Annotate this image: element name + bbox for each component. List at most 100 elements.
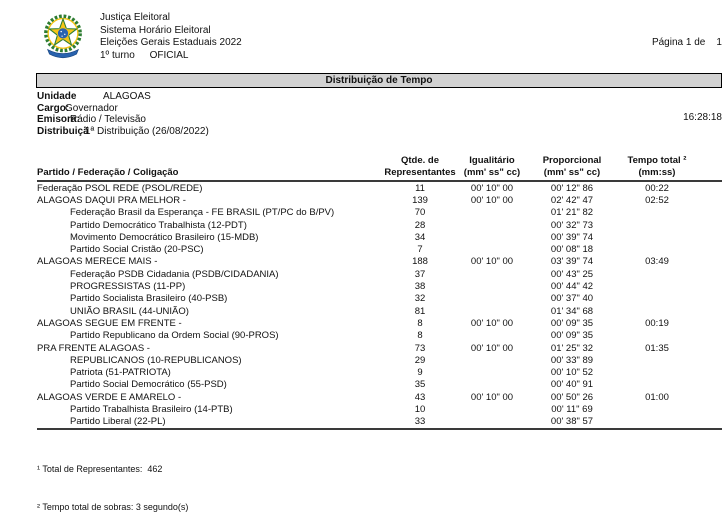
col-header-proporcional: Proporcional (mm' ss" cc): [522, 155, 622, 178]
footnote-total-representantes: ¹ Total de Representantes: 462: [37, 464, 163, 474]
qtde-cell: 32: [414, 293, 426, 305]
emissora-label: Emisora:: [37, 114, 80, 126]
footnote-tempo-sobras: ² Tempo total de sobras: 3 segundo(s): [37, 501, 189, 512]
proporcional-cell: 00' 09" 35: [550, 330, 594, 342]
col-header-igualitario: Igualitário (mm' ss" cc): [462, 155, 522, 178]
proporcional-cell: 00' 38" 57: [550, 416, 594, 428]
party-name-cell: REPUBLICANOS (10-REPUBLICANOS): [70, 354, 242, 366]
party-name-cell: Movimento Democrático Brasileiro (15-MDB…: [70, 231, 259, 243]
party-name-cell: Federação PSDB Cidadania (PSDB/CIDADANIA…: [70, 268, 279, 280]
igualitario-cell: 00' 10" 00: [470, 317, 514, 329]
qtde-cell: 139: [412, 194, 428, 206]
igualitario-cell: 00' 10" 00: [470, 194, 514, 206]
col-header-proporcional-line1: Proporcional: [542, 155, 602, 166]
party-name-cell: Federação Brasil da Esperança - FE BRASI…: [70, 207, 335, 219]
info-row-emissora: Emisora: Rádio / Televisão: [37, 114, 209, 126]
table-row: ALAGOAS SEGUE EM FRENTE - 8 00' 10" 00 0…: [37, 317, 722, 329]
igualitario-cell: 00' 10" 00: [470, 182, 514, 194]
party-name-cell: Patriota (51-PATRIOTA): [70, 367, 171, 379]
party-name-cell: ALAGOAS SEGUE EM FRENTE -: [37, 317, 182, 329]
party-name-cell: UNIÃO BRASIL (44-UNIÃO): [70, 305, 189, 317]
col-header-qtde-line2: Representantes: [384, 166, 456, 178]
table-row: Federação Brasil da Esperança - FE BRASI…: [37, 207, 722, 219]
proporcional-cell: 00' 37" 40: [550, 293, 594, 305]
report-page: { "header": { "org_lines": ["Justiça Ele…: [36, 10, 722, 512]
emissora-value: Rádio / Televisão: [70, 114, 146, 126]
time-distribution-table: Partido / Federação / Coligação Qtde. de…: [37, 146, 722, 430]
qtde-cell: 9: [417, 367, 423, 379]
qtde-cell: 43: [414, 391, 426, 403]
col-header-qtde-line1: Qtde. de: [400, 155, 439, 166]
qtde-cell: 8: [417, 330, 423, 342]
tempo-total-cell: 01:00: [645, 391, 669, 403]
proporcional-cell: 00' 32" 73: [550, 219, 594, 231]
party-name-cell: Partido Republicano da Ordem Social (90-…: [70, 330, 279, 342]
report-title-bar: Distribuição de Tempo: [36, 73, 722, 88]
qtde-cell: 29: [414, 354, 426, 366]
qtde-cell: 73: [414, 342, 426, 354]
table-row: REPUBLICANOS (10-REPUBLICANOS) 29 00' 33…: [37, 354, 722, 366]
proporcional-cell: 00' 40" 91: [550, 379, 594, 391]
party-name-cell: ALAGOAS VERDE E AMARELO -: [37, 391, 182, 403]
igualitario-cell: 00' 10" 00: [470, 391, 514, 403]
col-header-igualitario-line2: (mm' ss" cc): [463, 166, 521, 178]
party-name-cell: Federação PSOL REDE (PSOL/REDE): [37, 182, 203, 194]
col-header-partido: Partido / Federação / Coligação: [37, 167, 179, 178]
table-row: PROGRESSISTAS (11-PP) 38 00' 44" 42: [37, 280, 722, 292]
table-row: Partido Social Cristão (20-PSC) 7 00' 08…: [37, 243, 722, 255]
proporcional-cell: 00' 12" 86: [550, 182, 594, 194]
info-row-cargo: Cargo: Governador: [37, 103, 209, 115]
igualitario-cell: 00' 10" 00: [470, 256, 514, 268]
footnotes-block: ¹ Total de Representantes: 462 ² Tempo t…: [37, 438, 188, 526]
coat-of-arms-icon: [44, 14, 82, 59]
col-header-tempo-line2: (mm:ss): [638, 166, 676, 178]
brazil-coat-of-arms-logo: [36, 10, 90, 64]
qtde-cell: 34: [414, 231, 426, 243]
proporcional-cell: 00' 50" 26: [550, 391, 594, 403]
tempo-total-cell: 02:52: [645, 194, 669, 206]
info-block: Unidade ALAGOAS Cargo: Governador Emisor…: [37, 91, 209, 137]
proporcional-cell: 00' 43" 25: [550, 268, 594, 280]
unidade-label: Unidade: [37, 91, 77, 102]
tempo-total-cell: 03:49: [645, 256, 669, 268]
party-name-cell: Partido Democrático Trabalhista (12-PDT): [70, 219, 247, 231]
col-header-igualitario-line1: Igualitário: [469, 155, 515, 166]
distribuicao-value: 1ª Distribuição (26/08/2022): [85, 125, 209, 137]
org-line-3: Eleições Gerais Estaduais 2022: [100, 37, 242, 48]
proporcional-cell: 03' 39" 74: [550, 256, 594, 268]
table-row: ALAGOAS DAQUI PRA MELHOR - 139 00' 10" 0…: [37, 194, 722, 206]
table-row: Partido Social Democrático (55-PSD) 35 0…: [37, 379, 722, 391]
qtde-cell: 37: [414, 268, 426, 280]
qtde-cell: 188: [412, 256, 428, 268]
qtde-cell: 8: [417, 317, 423, 329]
table-body: Federação PSOL REDE (PSOL/REDE) 11 00' 1…: [37, 182, 722, 430]
table-row: Partido Democrático Trabalhista (12-PDT)…: [37, 219, 722, 231]
col-header-tempo-line1: Tempo total ²: [627, 155, 687, 166]
tempo-total-cell: 00:19: [645, 317, 669, 329]
table-row: ALAGOAS MERECE MAIS - 188 00' 10" 00 03'…: [37, 256, 722, 268]
proporcional-cell: 00' 11" 69: [551, 403, 593, 415]
igualitario-cell: 00' 10" 00: [470, 342, 514, 354]
proporcional-cell: 02' 42" 47: [550, 194, 594, 206]
proporcional-cell: 00' 39" 74: [550, 231, 594, 243]
col-header-qtde: Qtde. de Representantes: [378, 155, 462, 178]
info-row-distribuicao: Distribuiçã 1ª Distribuição (26/08/2022): [37, 126, 209, 138]
party-name-cell: PRA FRENTE ALAGOAS -: [37, 342, 150, 354]
party-name-cell: Partido Socialista Brasileiro (40-PSB): [70, 293, 228, 305]
report-time: 16:28:18: [683, 112, 722, 123]
qtde-cell: 81: [414, 305, 426, 317]
proporcional-cell: 00' 08" 18: [550, 244, 594, 256]
qtde-cell: 11: [415, 182, 425, 194]
info-row-unidade: Unidade ALAGOAS: [37, 91, 209, 103]
party-name-cell: ALAGOAS DAQUI PRA MELHOR -: [37, 194, 186, 206]
table-row: Partido Socialista Brasileiro (40-PSB) 3…: [37, 293, 722, 305]
turno-line: 1º turno OFICIAL: [100, 50, 242, 63]
table-row: Federação PSOL REDE (PSOL/REDE) 11 00' 1…: [37, 182, 722, 194]
party-name-cell: Partido Social Cristão (20-PSC): [70, 244, 204, 256]
table-row: Partido Republicano da Ordem Social (90-…: [37, 330, 722, 342]
org-line-1: Justiça Eleitoral: [100, 12, 171, 23]
proporcional-cell: 00' 33" 89: [550, 354, 594, 366]
table-row: Partido Liberal (22-PL) 33 00' 38" 57: [37, 416, 722, 428]
unidade-value: ALAGOAS: [103, 91, 151, 102]
qtde-cell: 33: [414, 416, 426, 428]
